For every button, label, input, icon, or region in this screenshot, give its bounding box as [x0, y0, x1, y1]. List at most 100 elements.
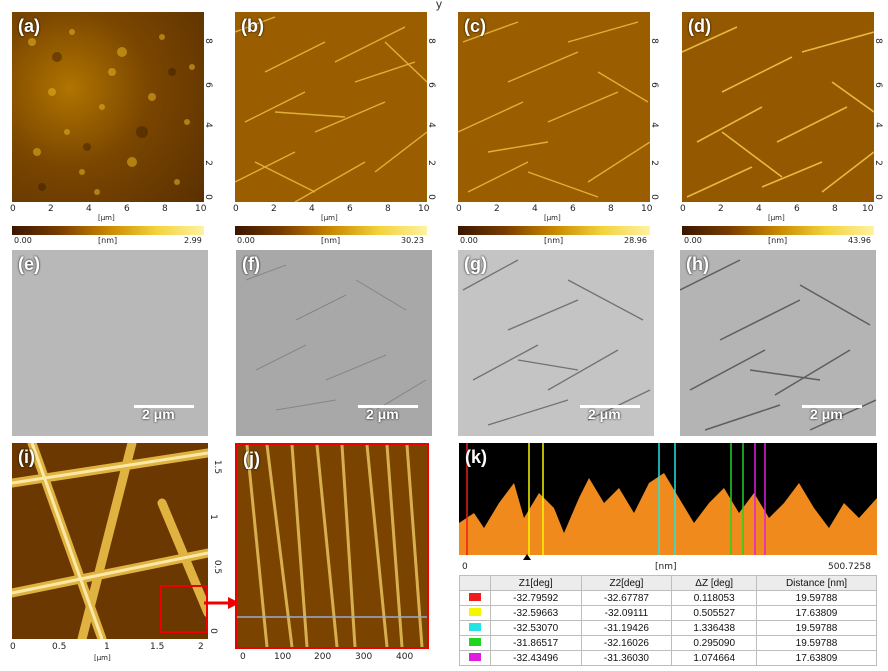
i-ytick: 1.5 [212, 459, 223, 475]
colorbar-b-min: 0.00 [237, 236, 255, 245]
afm-a-xtick: 4 [86, 204, 92, 214]
panel-label-d: (d) [688, 16, 711, 36]
measurement-table: Z1[deg] Z2[deg] ΔZ [deg] Distance [nm] -… [459, 575, 877, 666]
panel-label-g: (g) [464, 254, 487, 274]
k-axis-right: 500.7258 [828, 562, 871, 572]
z2-cell: -32.16026 [580, 635, 673, 651]
row-color-swatch [459, 650, 491, 666]
j-xtick: 200 [314, 652, 332, 662]
tem-image-e: (e) 2 μm [12, 250, 208, 436]
i-ytick: 0 [207, 628, 218, 634]
colorbar-d-max: 43.96 [848, 236, 871, 245]
afm-a-ytick: 8 [202, 38, 213, 44]
colorbar-d-min: 0.00 [684, 236, 702, 245]
afm-a-xtick: 0 [10, 204, 16, 214]
scale-bar-e [134, 405, 194, 408]
afm-b-ytick: 2 [425, 160, 436, 166]
table-header: ΔZ [deg] [671, 575, 758, 591]
afm-a-ytick: 2 [202, 160, 213, 166]
table-row: -32.43496 -31.36030 1.074664 17.63809 [459, 650, 877, 666]
afm-d-ytick: 2 [872, 160, 883, 166]
i-xunit: [μm] [94, 654, 111, 662]
panel-label-k: (k) [465, 447, 487, 467]
afm-c-xtick: 2 [494, 204, 500, 214]
row-color-swatch [459, 605, 491, 621]
colorbar-c-max: 28.96 [624, 236, 647, 245]
j-xtick: 300 [355, 652, 373, 662]
dz-cell: 0.295090 [671, 635, 758, 651]
colorbar-c-min: 0.00 [460, 236, 478, 245]
z2-cell: -32.67787 [580, 590, 673, 606]
afm-image-i: (i) [12, 443, 208, 639]
afm-b-xtick: 4 [309, 204, 315, 214]
afm-a-ytick: 4 [202, 122, 213, 128]
dz-cell: 0.505527 [671, 605, 758, 621]
j-xtick: 0 [240, 652, 246, 662]
afm-d-xtick: 10 [862, 204, 874, 214]
panel-label-e: (e) [18, 254, 40, 274]
scale-text-e: 2 μm [142, 406, 175, 422]
afm-c-ytick: 6 [648, 82, 659, 88]
i-ytick: 0.5 [212, 559, 223, 575]
z2-cell: -32.09111 [580, 605, 673, 621]
scale-bar-f [358, 405, 418, 408]
z1-cell: -32.43496 [489, 650, 582, 666]
profile-plot-k: (k) [459, 443, 877, 555]
dz-cell: 0.118053 [671, 590, 758, 606]
i-xtick: 1.5 [150, 642, 165, 652]
afm-image-c: (c) [458, 12, 650, 202]
afm-b-ytick: 4 [425, 122, 436, 128]
z1-cell: -32.53070 [489, 620, 582, 636]
afm-image-j: (j) [235, 443, 429, 649]
afm-a-xtick: 10 [195, 204, 207, 214]
afm-c-ytick: 2 [648, 160, 659, 166]
colorbar-a [12, 226, 204, 235]
afm-c-xtick: 0 [456, 204, 462, 214]
afm-b-ytick: 8 [425, 38, 436, 44]
table-row: -31.86517 -32.16026 0.295090 19.59788 [459, 635, 877, 651]
afm-b-xtick: 0 [233, 204, 239, 214]
afm-c-xtick: 8 [608, 204, 614, 214]
colorbar-a-unit: [nm] [98, 236, 118, 245]
z1-cell: -32.59663 [489, 605, 582, 621]
i-xtick: 0 [10, 642, 16, 652]
afm-b-xtick: 6 [347, 204, 353, 214]
afm-c-ytick: 4 [648, 122, 659, 128]
afm-b-xtick: 8 [385, 204, 391, 214]
tem-image-h: (h) 2 μm [680, 250, 876, 436]
z1-cell: -32.79592 [489, 590, 582, 606]
panel-label-b: (b) [241, 16, 264, 36]
k-axis-left: 0 [462, 562, 468, 572]
zoom-arrow-icon [204, 597, 240, 609]
table-row: -32.59663 -32.09111 0.505527 17.63809 [459, 605, 877, 621]
afm-d-xunit: [μm] [768, 214, 785, 222]
afm-c-xtick: 6 [570, 204, 576, 214]
afm-b-ytick: 0 [425, 194, 436, 200]
i-ytick: 1 [207, 514, 218, 520]
afm-image-d: (d) [682, 12, 874, 202]
j-xtick: 400 [396, 652, 414, 662]
row-color-swatch [459, 635, 491, 651]
panel-label-i: (i) [18, 447, 35, 467]
tem-image-g: (g) 2 μm [458, 250, 654, 436]
dz-cell: 1.074664 [671, 650, 758, 666]
table-row: -32.53070 -31.19426 1.336438 19.59788 [459, 620, 877, 636]
row-color-swatch [459, 590, 491, 606]
afm-d-ytick: 0 [872, 194, 883, 200]
top-caption: y [436, 0, 442, 11]
distance-cell: 17.63809 [756, 605, 877, 621]
colorbar-a-max: 2.99 [184, 236, 202, 245]
panel-label-a: (a) [18, 16, 40, 36]
afm-image-a: (a) [12, 12, 204, 202]
afm-a-xunit: [μm] [98, 214, 115, 222]
scale-text-g: 2 μm [588, 406, 621, 422]
panel-label-f: (f) [242, 254, 260, 274]
dz-cell: 1.336438 [671, 620, 758, 636]
distance-cell: 19.59788 [756, 590, 877, 606]
table-header: Z1[deg] [489, 575, 582, 591]
afm-a-xtick: 2 [48, 204, 54, 214]
i-xtick: 2 [198, 642, 204, 652]
colorbar-d [682, 226, 874, 235]
afm-c-ytick: 8 [648, 38, 659, 44]
j-xtick: 100 [274, 652, 292, 662]
